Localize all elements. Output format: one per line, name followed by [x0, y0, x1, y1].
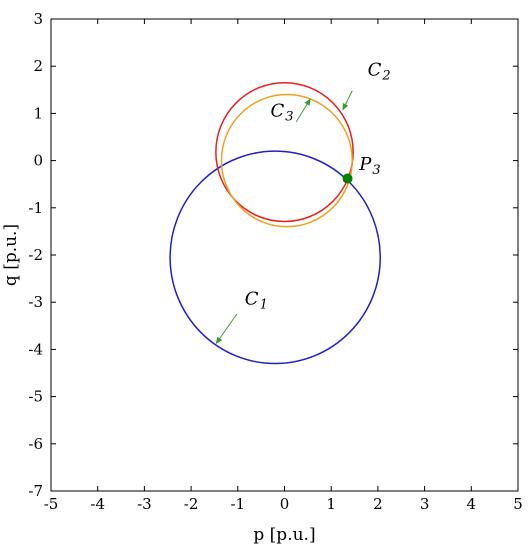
x-tick-label: 2 [373, 495, 383, 513]
y-tick-label: -7 [28, 482, 43, 500]
x-tick-label: -5 [44, 495, 59, 513]
annotation-subscript: 2 [381, 69, 390, 84]
annotation-arrow-C3 [295, 98, 311, 123]
annotation-main: P [358, 154, 372, 175]
x-tick-label: -3 [137, 495, 152, 513]
x-tick-label: 3 [420, 495, 430, 513]
y-tick-label: 3 [33, 10, 43, 28]
annotation-P3: P3 [358, 154, 380, 178]
annotation-C3: C3 [270, 101, 293, 125]
x-axis-label: p [p.u.] [253, 525, 315, 545]
x-tick-label: 1 [326, 495, 336, 513]
annotation-C1: C1 [245, 289, 268, 313]
x-tick-label: 4 [467, 495, 477, 513]
annotation-arrow-C1 [215, 313, 238, 345]
annotation-main: C [270, 101, 284, 122]
x-tick-label: -1 [230, 495, 245, 513]
circle-C3 [220, 93, 353, 228]
plot-frame [50, 18, 519, 492]
annotation-subscript: 3 [285, 110, 293, 125]
y-tick-label: 2 [33, 57, 43, 75]
y-tick-label: -4 [28, 340, 43, 358]
annotation-subscript: 3 [372, 163, 380, 178]
annotation-subscript: 1 [260, 298, 268, 313]
circle-C2 [215, 81, 354, 223]
y-tick-label: -3 [28, 293, 43, 311]
annotation-C2: C2 [368, 60, 391, 84]
y-tick-label: -1 [28, 199, 43, 217]
y-axis-label: q [p.u.] [1, 224, 21, 286]
y-tick-label: -5 [28, 388, 43, 406]
y-tick-label: 1 [33, 104, 43, 122]
y-tick-label: 0 [33, 152, 43, 170]
annotation-main: C [245, 289, 259, 310]
circle-C1 [169, 150, 381, 365]
x-tick-label: -2 [184, 495, 199, 513]
x-tick-label: -4 [90, 495, 105, 513]
annotation-main: C [368, 60, 382, 81]
y-tick-label: -2 [28, 246, 43, 264]
annotation-arrow-C2 [342, 90, 353, 111]
y-tick-label: -6 [28, 435, 43, 453]
x-tick-label: 5 [513, 495, 523, 513]
point-P3 [342, 173, 353, 184]
x-tick-label: 0 [280, 495, 290, 513]
